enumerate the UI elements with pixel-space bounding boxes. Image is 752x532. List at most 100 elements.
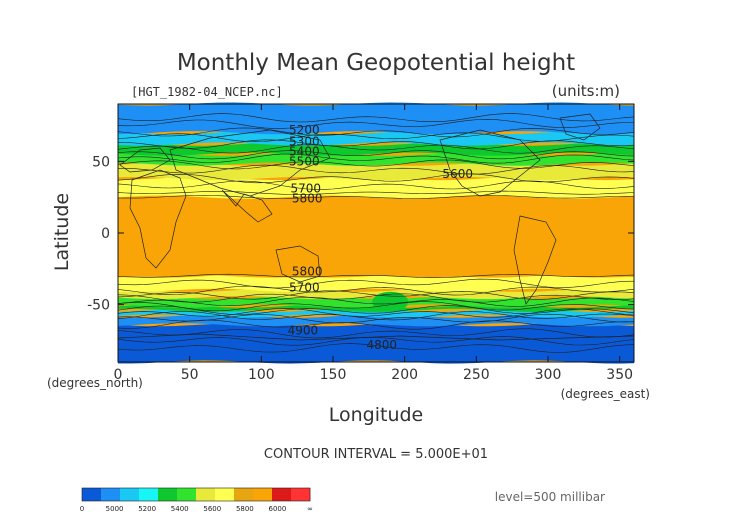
band-5700-5 — [118, 288, 634, 300]
contour-line-2 — [117, 311, 635, 321]
y-tick-label-0: 50 — [92, 154, 110, 170]
plot-area — [118, 102, 634, 364]
contour-label-4: 5600 — [442, 167, 473, 181]
contour-line-1 — [117, 319, 635, 330]
band-5600-9 — [118, 162, 634, 181]
contour-line-26 — [117, 313, 635, 324]
contour-line-17 — [117, 144, 635, 154]
contour-label-8: 5700 — [289, 280, 320, 294]
chart-title: Monthly Mean Geopotential height — [177, 50, 575, 76]
level-label: level=500 millibar — [495, 490, 605, 504]
contour-line-12 — [117, 139, 635, 150]
contour-line-15 — [117, 118, 634, 129]
colorbar-swatch-5 — [177, 488, 197, 501]
contour-line-22 — [117, 278, 635, 289]
colorbar-swatch-3 — [139, 488, 159, 501]
colorbar-swatch-9 — [253, 488, 273, 501]
coastline-1 — [119, 147, 171, 173]
coastline-8 — [117, 333, 635, 341]
x-tick-label-4: 200 — [391, 367, 418, 383]
y-tick-label-2: -50 — [87, 298, 110, 314]
colorbar-swatch-10 — [272, 488, 292, 501]
contour-line-25 — [117, 308, 635, 318]
band-4800-0 — [118, 323, 634, 364]
axis-ticks: 0 50 100 150 200 250 300 350 50 0 -50 — [87, 104, 634, 383]
contour-line-27 — [117, 328, 635, 339]
coastline-0 — [129, 169, 187, 269]
contour-line-24 — [117, 296, 635, 307]
colorbar-label-6: 6000 — [269, 505, 287, 513]
x-tick-label-7: 350 — [606, 367, 633, 383]
contour-label-10: 4800 — [366, 338, 397, 352]
contour-line-19 — [117, 164, 635, 175]
file-label: [HGT_1982-04_NCEP.nc] — [131, 85, 283, 99]
contour-label-3: 5500 — [289, 154, 320, 168]
band-bulge-south-pacific — [372, 291, 409, 312]
contour-line-10 — [117, 159, 635, 170]
x-unit-label: (degrees_east) — [561, 387, 650, 401]
band-5750-6 — [118, 274, 634, 292]
colorbar-label-3: 5400 — [171, 505, 189, 513]
contour-line-4 — [117, 301, 635, 312]
colorbar — [81, 487, 311, 502]
colorbar-label-7: ∞ — [307, 505, 313, 513]
colorbar-swatch-8 — [234, 488, 254, 501]
colorbar-label-4: 5600 — [203, 505, 221, 513]
band-5300-12 — [118, 131, 634, 146]
coastline-6 — [513, 215, 557, 305]
contour-label-0: 5200 — [289, 123, 320, 137]
contour-label-5: 5700 — [290, 182, 321, 196]
x-tick-label-1: 50 — [181, 367, 199, 383]
contour-line-21 — [117, 190, 635, 195]
coastline-outline — [117, 113, 635, 341]
contour-line-13 — [117, 127, 635, 138]
x-tick-label-0: 0 — [114, 367, 123, 383]
contour-line-3 — [117, 305, 635, 315]
x-axis-label: Longitude — [329, 404, 424, 426]
coastline-2 — [169, 129, 331, 197]
colorbar-swatch-11 — [291, 488, 311, 501]
colorbar-swatch-6 — [196, 488, 216, 501]
contour-label-6: 5800 — [292, 192, 323, 206]
contour-label-2: 5400 — [289, 144, 320, 158]
band-5850-7 — [118, 195, 634, 278]
coastline-7 — [559, 113, 601, 141]
x-tick-label-3: 150 — [320, 367, 347, 383]
units-label: (units:m) — [552, 82, 620, 100]
y-tick-label-1: 0 — [101, 226, 110, 242]
colorbar-frame — [81, 487, 311, 502]
colorbar-label-0: 0 — [80, 505, 84, 513]
contour-line-5 — [117, 293, 635, 303]
band-5200-13 — [118, 102, 634, 135]
contour-lines — [117, 113, 635, 353]
contour-line-16 — [117, 132, 635, 143]
colorbar-label-1: 5000 — [106, 505, 124, 513]
contour-line-28 — [117, 336, 635, 346]
x-tick-label-2: 100 — [248, 367, 275, 383]
contour-label-9: 4900 — [288, 323, 319, 337]
colorbar-swatch-7 — [215, 488, 235, 501]
y-unit-label: (degrees_north) — [47, 376, 143, 390]
colorbar-swatch-2 — [120, 488, 140, 501]
contour-line-20 — [117, 180, 635, 190]
contour-label-7: 5800 — [292, 265, 323, 279]
coastline-3 — [221, 189, 273, 223]
x-tick-label-6: 300 — [535, 367, 562, 383]
contour-interval-label: CONTOUR INTERVAL = 5.000E+01 — [264, 447, 488, 462]
contour-line-8 — [117, 195, 635, 199]
contour-line-14 — [117, 113, 635, 123]
colorbar-label-2: 5200 — [138, 505, 156, 513]
colorbar-label-5: 5800 — [236, 505, 254, 513]
colorbar-labels: 0 5000 5200 5400 5600 5800 6000 ∞ — [80, 505, 313, 513]
y-axis-label: Latitude — [51, 193, 73, 271]
colorbar-swatch-1 — [101, 488, 121, 501]
contour-line-18 — [117, 153, 635, 164]
coastline-5 — [439, 129, 541, 197]
contour-labels: 5200530054005500560057005800580057004900… — [288, 123, 473, 352]
colorbar-swatch-0 — [82, 488, 102, 501]
band-5500-10 — [118, 152, 634, 166]
contour-line-29 — [117, 343, 635, 353]
contour-line-11 — [117, 150, 635, 160]
contour-line-6 — [117, 285, 635, 296]
